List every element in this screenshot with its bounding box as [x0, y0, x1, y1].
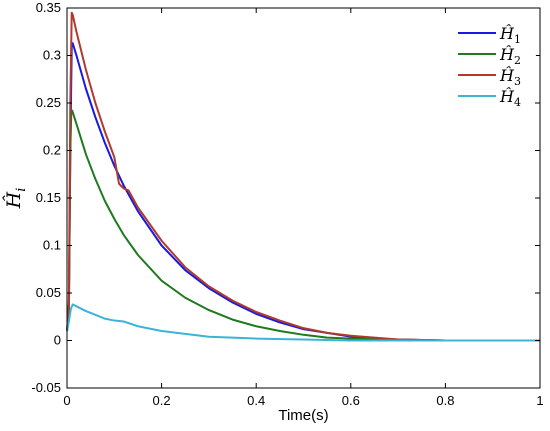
y-tick-label: 0 — [54, 333, 61, 348]
x-axis-title: Time(s) — [278, 407, 328, 424]
series-layer — [66, 11, 540, 342]
tick-marks — [66, 7, 541, 389]
x-tick-label: 0.2 — [153, 393, 171, 408]
y-tick-label: 0.3 — [43, 48, 61, 63]
legend-label-1: Ĥ1 — [499, 23, 521, 46]
legend-label-3: Ĥ3 — [499, 65, 521, 88]
y-tick-label: 0.05 — [36, 285, 61, 300]
x-tick-label: 0.4 — [247, 393, 265, 408]
x-tick-labels: 0 0.2 0.4 0.6 0.8 1 — [63, 393, 543, 408]
series-line-2 — [66, 109, 540, 342]
x-tick-label: 0 — [63, 393, 70, 408]
y-tick-label: 0.15 — [36, 190, 61, 205]
legend-box — [452, 16, 536, 102]
x-tick-label: 0.8 — [436, 393, 454, 408]
x-tick-label: 1 — [536, 393, 543, 408]
y-tick-label: 0.25 — [36, 95, 61, 110]
y-tick-label: 0.1 — [43, 238, 61, 253]
y-tick-labels: -0.05 0 0.05 0.1 0.15 0.2 0.25 0.3 0.35 — [31, 0, 61, 395]
y-axis-title: Ĥi — [2, 188, 29, 210]
x-tick-label: 0.6 — [342, 393, 360, 408]
series-line-4 — [66, 303, 540, 342]
legend-label-4: Ĥ4 — [499, 86, 521, 109]
y-tick-label: 0.35 — [36, 0, 61, 15]
y-tick-label: 0.2 — [43, 143, 61, 158]
legend-label-2: Ĥ2 — [499, 44, 521, 67]
y-tick-label: -0.05 — [31, 380, 61, 395]
series-line-3 — [66, 11, 540, 342]
